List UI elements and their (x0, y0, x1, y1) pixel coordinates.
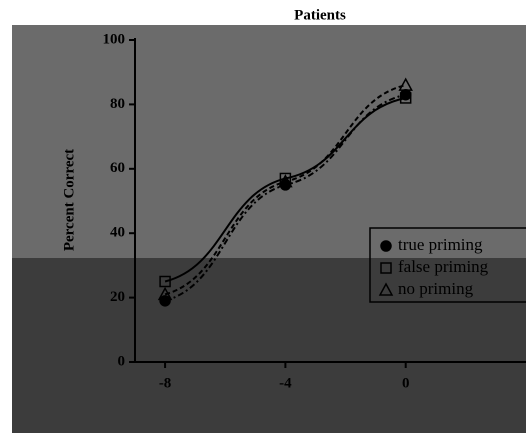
y-tick-label: 0 (118, 353, 126, 369)
overlay-top (12, 25, 526, 258)
legend-label: no priming (398, 279, 474, 298)
point (159, 275, 171, 288)
legend-marker (378, 282, 394, 296)
overlay-bottom (12, 258, 526, 433)
y-axis-label: Percent Correct (61, 149, 77, 251)
point (398, 77, 413, 91)
legend-label: true priming (398, 235, 483, 254)
point (279, 172, 292, 185)
legend-marker (380, 240, 392, 252)
point (159, 295, 171, 307)
y-tick-label: 60 (110, 160, 125, 176)
point (399, 92, 412, 104)
point (157, 286, 173, 301)
series-line (164, 84, 406, 296)
y-tick-label: 100 (103, 31, 126, 47)
y-tick-label: 20 (110, 289, 125, 305)
point (278, 174, 293, 188)
x-tick-label: -8 (159, 375, 172, 391)
x-tick-label: -4 (279, 375, 292, 391)
legend-box (369, 227, 526, 303)
y-tick-label: 80 (110, 96, 125, 112)
legend-label: false priming (398, 257, 489, 276)
chart-title: Patients (294, 7, 346, 23)
series-line (164, 96, 406, 283)
legend-marker (380, 262, 392, 274)
y-tick-label: 40 (110, 225, 125, 241)
x-tick-label: 0 (402, 375, 410, 391)
